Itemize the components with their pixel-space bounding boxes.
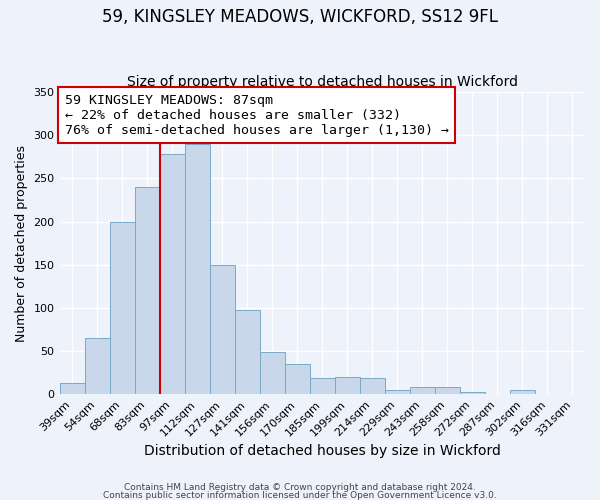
Bar [134,187,160,394]
Y-axis label: Number of detached properties: Number of detached properties [15,144,28,342]
Bar [59,383,85,394]
Bar [110,222,134,394]
Bar [310,378,335,394]
Bar [510,390,535,394]
Bar [260,352,285,394]
Bar [410,387,435,394]
Text: 59 KINGSLEY MEADOWS: 87sqm
← 22% of detached houses are smaller (332)
76% of sem: 59 KINGSLEY MEADOWS: 87sqm ← 22% of deta… [65,94,449,136]
Bar [285,364,310,394]
Bar [385,390,410,394]
Text: Contains HM Land Registry data © Crown copyright and database right 2024.: Contains HM Land Registry data © Crown c… [124,484,476,492]
Text: Contains public sector information licensed under the Open Government Licence v3: Contains public sector information licen… [103,490,497,500]
Bar [185,144,209,394]
Bar [209,264,235,394]
Bar [160,154,185,394]
Bar [435,387,460,394]
Title: Size of property relative to detached houses in Wickford: Size of property relative to detached ho… [127,76,518,90]
Text: 59, KINGSLEY MEADOWS, WICKFORD, SS12 9FL: 59, KINGSLEY MEADOWS, WICKFORD, SS12 9FL [102,8,498,26]
Bar [235,310,260,394]
Bar [360,378,385,394]
X-axis label: Distribution of detached houses by size in Wickford: Distribution of detached houses by size … [144,444,501,458]
Bar [460,392,485,394]
Bar [335,377,360,394]
Bar [85,338,110,394]
